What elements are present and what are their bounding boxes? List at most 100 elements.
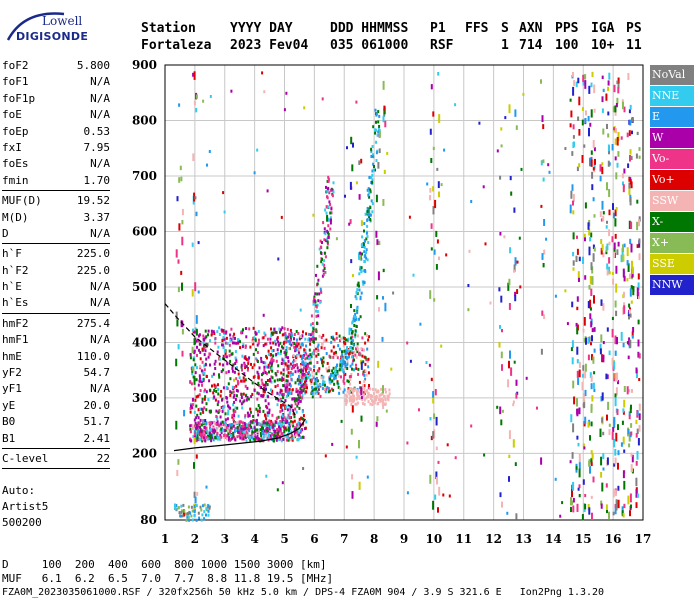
interference-echo xyxy=(613,438,616,448)
trace-echo xyxy=(370,175,373,179)
echo-spread xyxy=(195,378,198,382)
trace-echo xyxy=(323,380,326,384)
trace-echo xyxy=(367,187,370,191)
echo-spread xyxy=(282,342,285,346)
trace-echo xyxy=(345,351,348,355)
interference-echo xyxy=(193,71,196,80)
echo-spread xyxy=(287,431,290,435)
echo-spread xyxy=(267,363,270,367)
echo-spread xyxy=(310,382,313,385)
echo-spread xyxy=(276,337,279,341)
trace-echo xyxy=(325,211,328,215)
sparse-echo xyxy=(468,249,471,253)
interference-echo xyxy=(582,80,585,86)
echo-spread xyxy=(220,431,223,435)
echo-spread xyxy=(304,382,307,386)
interference-echo xyxy=(437,181,440,189)
interference-echo xyxy=(616,80,619,85)
interference-echo xyxy=(635,502,638,509)
interference-echo xyxy=(614,393,617,398)
trace-echo xyxy=(242,427,245,431)
param-row: D N/A xyxy=(2,226,110,242)
trace-echo xyxy=(363,260,366,263)
echo-spread xyxy=(230,423,233,426)
trace-echo xyxy=(316,292,319,296)
legend-item: SSW xyxy=(650,191,694,211)
trace-echo xyxy=(326,214,329,218)
echo-spread xyxy=(219,434,222,437)
echo-spread xyxy=(308,361,311,365)
echo-spread xyxy=(188,518,191,522)
interference-echo xyxy=(608,257,611,264)
echo-spread xyxy=(261,373,263,377)
echo-spread xyxy=(231,414,234,417)
echo-spread xyxy=(212,391,215,395)
echo-spread xyxy=(367,391,370,395)
echo-spread xyxy=(228,432,231,436)
echo-spread xyxy=(197,348,200,352)
interference-echo xyxy=(572,481,575,491)
echo-spread xyxy=(317,343,320,347)
echo-spread xyxy=(348,392,351,396)
trace-echo xyxy=(371,180,374,184)
echo-spread xyxy=(364,332,367,336)
echo-spread xyxy=(300,368,303,372)
echo-spread xyxy=(271,369,274,373)
echo-spread xyxy=(315,347,318,351)
echo-spread xyxy=(250,420,253,424)
interference-echo xyxy=(599,428,602,438)
trace-echo xyxy=(335,365,338,369)
param-name: B0 xyxy=(2,415,16,429)
sparse-echo xyxy=(408,215,411,219)
trace-echo xyxy=(294,407,297,411)
interference-echo xyxy=(623,168,626,174)
interference-echo xyxy=(593,295,595,304)
trace-echo xyxy=(375,112,378,116)
echo-spread xyxy=(356,342,359,346)
trace-echo xyxy=(330,211,333,215)
echo-spread xyxy=(367,371,370,375)
sparse-echo xyxy=(199,364,201,368)
echo-spread xyxy=(226,437,228,441)
echo-spread xyxy=(193,424,196,428)
interference-echo xyxy=(436,476,438,485)
interference-echo xyxy=(629,149,632,155)
interference-echo xyxy=(620,442,623,447)
param-name: h`F xyxy=(2,247,22,261)
trace-echo xyxy=(366,206,369,210)
echo-spread xyxy=(217,388,220,391)
interference-echo xyxy=(614,233,617,239)
echo-spread xyxy=(248,422,251,426)
trace-echo xyxy=(287,404,290,408)
interference-echo xyxy=(600,334,603,343)
echo-spread xyxy=(227,409,230,413)
trace-echo xyxy=(320,260,323,264)
interference-echo xyxy=(602,252,605,258)
echo-spread xyxy=(262,344,265,348)
y-tick-label: 700 xyxy=(132,169,157,183)
echo-spread xyxy=(302,369,305,373)
echo-spread xyxy=(300,416,303,420)
interference-echo xyxy=(429,417,432,421)
echo-spread xyxy=(369,387,372,391)
interference-echo xyxy=(593,214,596,218)
interference-echo xyxy=(375,421,378,427)
interference-echo xyxy=(590,262,593,271)
echo-spread xyxy=(324,390,327,394)
x-tick-label: 16 xyxy=(605,532,622,546)
interference-echo xyxy=(582,365,585,371)
sparse-echo xyxy=(206,163,208,167)
sparse-echo xyxy=(312,213,315,217)
echo-spread xyxy=(299,335,302,338)
sparse-echo xyxy=(426,182,429,186)
echo-spread xyxy=(276,378,279,382)
trace-echo xyxy=(317,385,320,389)
x-tick-label: 4 xyxy=(250,532,258,546)
interference-echo xyxy=(605,483,608,488)
echo-spread xyxy=(281,358,284,362)
echo-spread xyxy=(366,359,369,363)
sparse-echo xyxy=(222,191,225,195)
trace-echo xyxy=(369,190,372,194)
echo-spread xyxy=(309,367,312,371)
echo-spread xyxy=(339,387,342,391)
